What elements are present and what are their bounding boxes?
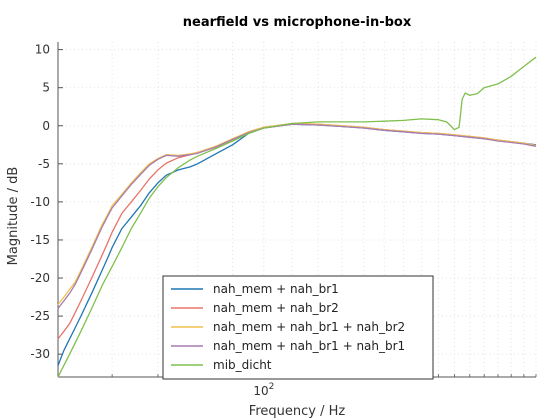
legend-label: nah_mem + nah_br2 [213, 301, 339, 315]
y-tick-label: 5 [42, 81, 50, 95]
x-tick-label: 102 [253, 382, 274, 398]
y-tick-label: -5 [38, 157, 50, 171]
y-tick-label: -30 [30, 347, 50, 361]
y-tick-label: 0 [42, 119, 50, 133]
y-tick-label: -25 [30, 309, 50, 323]
legend-label: nah_mem + nah_br1 + nah_br2 [213, 320, 405, 334]
series-line [57, 123, 537, 309]
y-tick-label: -20 [30, 271, 50, 285]
legend-label: mib_dicht [213, 358, 272, 372]
legend-label: nah_mem + nah_br1 + nah_br1 [213, 339, 405, 353]
y-axis-label: Magnitude / dB [6, 167, 21, 266]
x-axis-label: Frequency / Hz [249, 404, 346, 419]
y-tick-label: -15 [30, 233, 50, 247]
y-tick-label: 10 [35, 43, 50, 57]
legend-box [162, 275, 434, 380]
series-line [57, 56, 537, 378]
legend: nah_mem + nah_br1 nah_mem + nah_br2 nah_me… [162, 275, 434, 380]
chart-title: nearfield vs microphone-in-box [183, 15, 412, 30]
series-layer [57, 56, 537, 378]
y-tick-label: -10 [30, 195, 50, 209]
series-line [57, 122, 537, 306]
legend-label: nah_mem + nah_br1 [213, 282, 339, 296]
